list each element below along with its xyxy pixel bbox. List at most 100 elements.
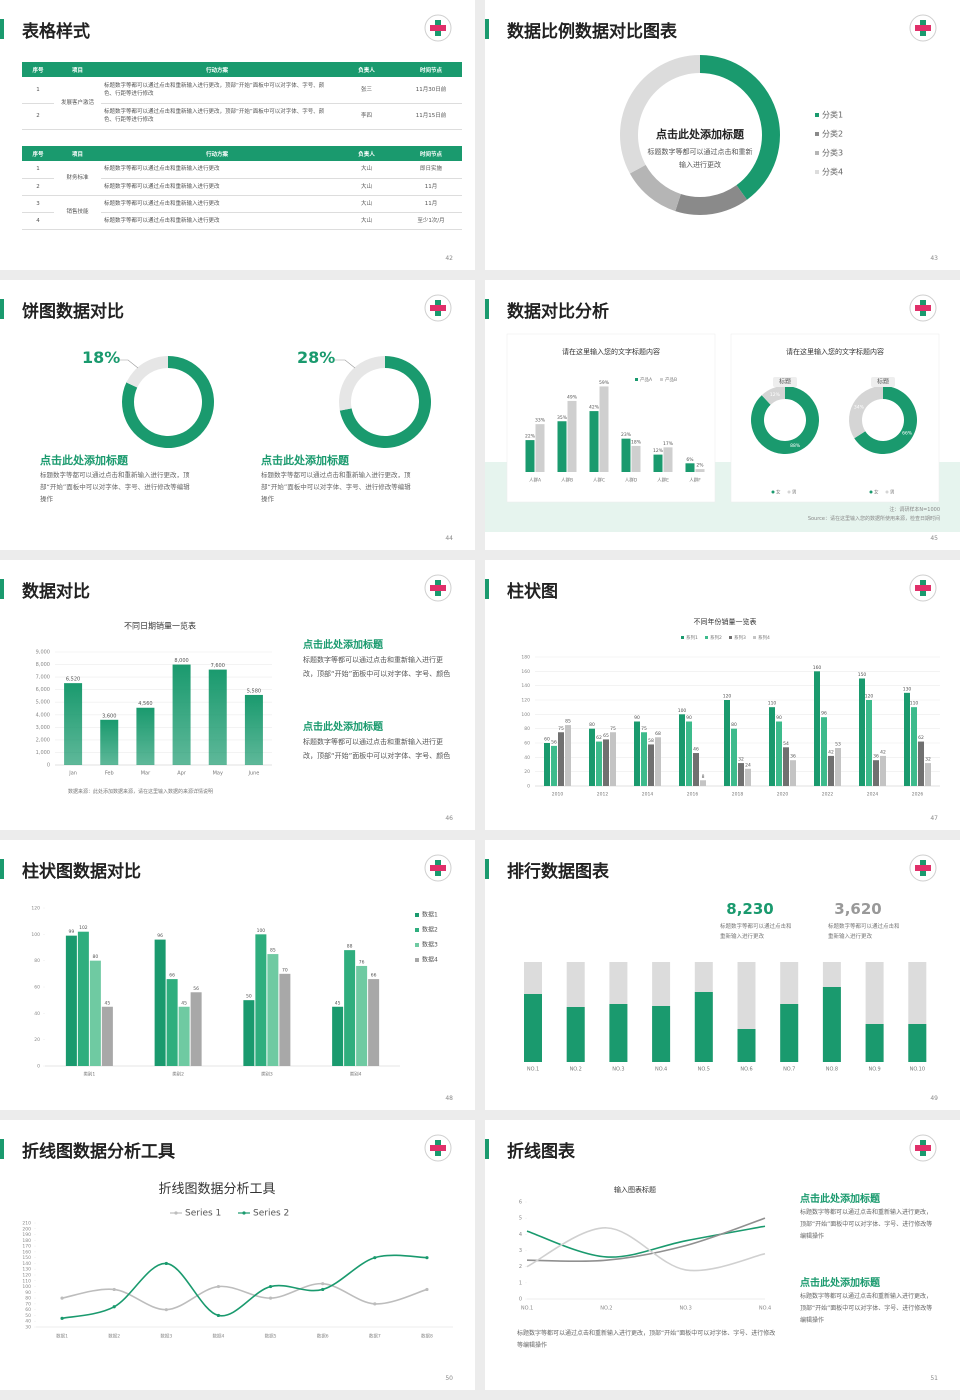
- footnote: Source：请在这里输入您的数据所使用来源，检查日期时间: [807, 516, 940, 522]
- value-label: 110: [910, 701, 919, 707]
- bar: [738, 763, 744, 786]
- body-text: 标题数字等都可以通过点击和重新输入进行更改，顶部“开始”面板中可以对字体、字号、…: [261, 471, 411, 503]
- cell: 至少1次/月: [400, 212, 462, 230]
- value-label: 68: [655, 731, 661, 737]
- cell: 2: [22, 178, 54, 196]
- value-label: 120: [723, 694, 732, 700]
- x-tick-label: NO.7: [783, 1067, 795, 1073]
- legend-label: 女: [776, 489, 781, 496]
- highlight-text: 标题数字等都可以通过点击和重新输入进行更改: [720, 924, 792, 940]
- y-tick-label: 9,000: [36, 650, 50, 656]
- value-label: 59%: [599, 380, 610, 386]
- x-tick-label: Apr: [177, 771, 187, 777]
- bar: [599, 386, 609, 472]
- logo-cross: [915, 305, 931, 311]
- value-label: 130: [903, 686, 912, 692]
- x-tick-label: NO.1: [521, 1306, 533, 1312]
- value-label: 12%: [770, 392, 781, 398]
- value-label: 85: [565, 719, 571, 725]
- cell: 11月30日前: [400, 77, 462, 104]
- bar: [524, 994, 542, 1062]
- slide-title: 折线图表: [507, 1142, 575, 1162]
- x-tick-label: 类别3: [261, 1071, 273, 1078]
- cell: 即日实施: [400, 161, 462, 179]
- y-tick-label: 20: [34, 1037, 40, 1043]
- legend-swatch: [815, 170, 819, 174]
- title-accent: [485, 19, 489, 39]
- bar: [610, 732, 616, 786]
- bar: [603, 739, 609, 786]
- bar: [567, 400, 577, 472]
- line: [526, 1217, 766, 1263]
- legend-label: Series 2: [253, 1209, 289, 1219]
- bar: [865, 1024, 884, 1062]
- legend-swatch: [729, 636, 732, 639]
- page-number: 51: [930, 1375, 938, 1382]
- bar: [769, 707, 775, 786]
- y-tick-label: 20: [524, 769, 530, 775]
- bar: [783, 747, 789, 786]
- y-tick-label: 140: [521, 683, 530, 689]
- y-tick-label: 90: [25, 1290, 31, 1296]
- percent-label: 18%: [82, 348, 121, 367]
- value-label: 18%: [631, 439, 642, 445]
- y-tick-label: 130: [22, 1267, 31, 1273]
- page-number: 44: [445, 535, 453, 542]
- footnote: 注：调研样本N=1000: [889, 507, 940, 513]
- bar: [648, 744, 654, 786]
- leader-line: [335, 359, 356, 369]
- value-label: 8: [702, 774, 705, 780]
- y-tick-label: 100: [31, 932, 40, 938]
- bar: [925, 763, 931, 786]
- point: [216, 1313, 221, 1318]
- legend-swatch: [705, 636, 708, 639]
- legend-swatch: [415, 958, 419, 962]
- value-label: 34%: [854, 404, 865, 410]
- x-tick-label: NO.4: [655, 1067, 667, 1073]
- bar: [244, 694, 263, 765]
- cell: 11月: [400, 178, 462, 196]
- bar: [609, 1004, 628, 1062]
- value-label: 60: [544, 737, 550, 743]
- legend-label: 分类4: [822, 167, 843, 177]
- highlight-text: 标题数字等都可以通过点击和重新输入进行更改: [828, 924, 900, 940]
- bar: [776, 721, 782, 786]
- value-label: 85: [270, 948, 276, 954]
- bar: [835, 748, 841, 786]
- title-accent: [0, 299, 4, 319]
- value-label: 53: [835, 742, 841, 748]
- x-tick-label: 人群E: [657, 477, 669, 484]
- x-tick-label: 数据3: [160, 1333, 172, 1340]
- x-tick-label: NO.5: [698, 1067, 710, 1073]
- slide-canvas: 输入图表标题 0 1 2 3 4 5 6 NO.1 NO.2 NO.3 NO.4: [519, 1134, 937, 1312]
- cell: 3: [22, 195, 54, 213]
- title-accent: [485, 299, 489, 319]
- y-tick-label: 4: [519, 1232, 522, 1238]
- heading: 点击此处添加标题: [303, 640, 383, 651]
- value-label: 102: [79, 925, 88, 931]
- x-tick-label: 数据5: [265, 1333, 277, 1340]
- legend-label: 数据4: [422, 956, 438, 964]
- slide-title: 数据比例数据对比图表: [507, 22, 677, 42]
- line: [61, 1254, 427, 1320]
- slide: 输入图表标题 0 1 2 3 4 5 6 NO.1 NO.2 NO.3 NO.4 折线图表 51 标题数字等…: [485, 1120, 960, 1390]
- legend-swatch: [415, 913, 419, 917]
- bar: [821, 717, 827, 786]
- bar: [731, 728, 737, 786]
- slide-title: 表格样式: [22, 22, 90, 42]
- bar: [557, 421, 567, 472]
- cell: 大山: [333, 212, 400, 230]
- legend-swatch: [815, 132, 819, 136]
- table-row: 2 标题数字等都可以通过点击和重新输入进行更改 大山 11月: [22, 178, 462, 196]
- value-label: 46: [693, 747, 699, 753]
- x-tick-label: 数据8: [421, 1333, 433, 1340]
- value-label: 17%: [663, 441, 674, 447]
- cell: 大山: [333, 161, 400, 179]
- cell: 4: [22, 212, 54, 230]
- point: [60, 1296, 64, 1300]
- slide-title: 数据对比: [22, 582, 90, 602]
- slide-canvas: 分类1 分类2 分类3 分类4: [620, 14, 937, 216]
- value-label: 33%: [535, 418, 546, 424]
- legend-dot: [787, 490, 791, 494]
